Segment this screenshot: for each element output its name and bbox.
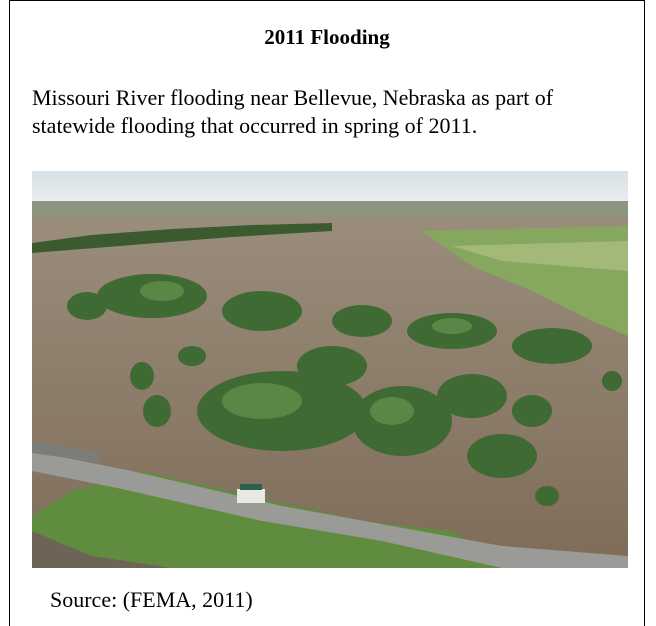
tree-line-far	[32, 223, 332, 253]
road	[32, 451, 628, 568]
panel-title: 2011 Flooding	[264, 25, 390, 49]
bridge	[32, 441, 102, 463]
figure-panel: 2011 Flooding Missouri River flooding ne…	[9, 0, 645, 626]
lower-water	[32, 531, 172, 568]
panel-caption: Missouri River flooding near Bellevue, N…	[32, 85, 554, 138]
flood-photo-illustration	[32, 171, 628, 568]
small-building	[237, 489, 265, 503]
source-citation: Source: (FEMA, 2011)	[50, 587, 253, 612]
building-roof	[240, 484, 262, 490]
field-right-light	[452, 241, 628, 271]
tree-highlights	[140, 281, 472, 425]
flood-aerial-photo	[32, 171, 628, 568]
